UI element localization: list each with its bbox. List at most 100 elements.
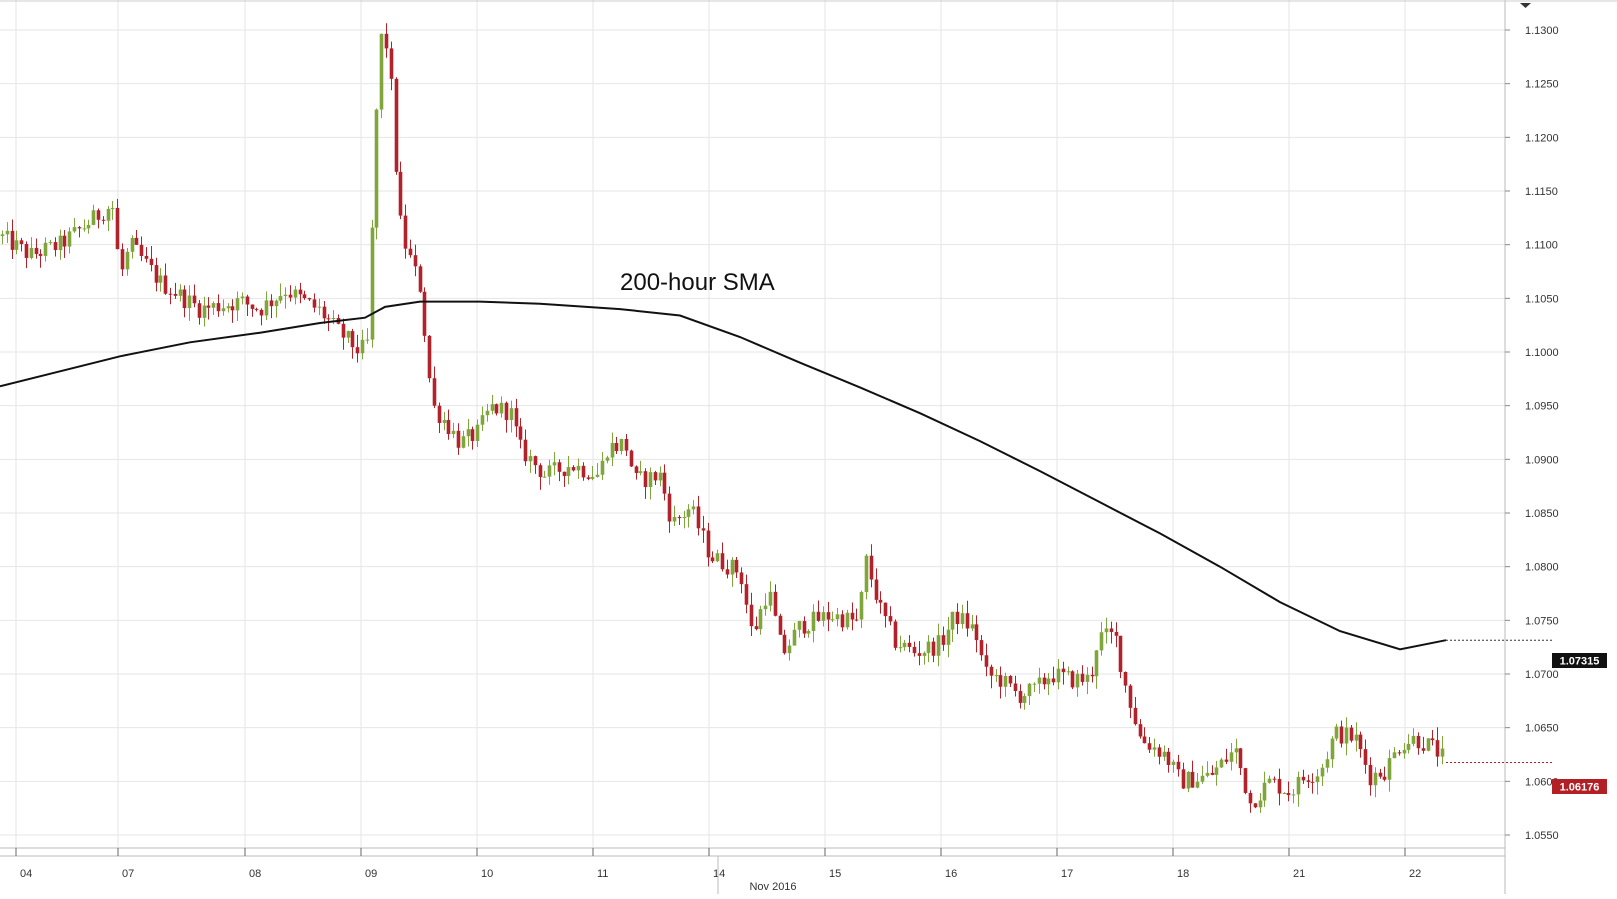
candle-body [739, 572, 744, 585]
candle-body [1046, 678, 1051, 685]
candle-body [1373, 772, 1378, 786]
candle-body [682, 516, 687, 519]
candle-body [965, 613, 970, 629]
candle-body [802, 621, 807, 634]
candle-body [394, 78, 399, 172]
candle-body [850, 612, 855, 620]
candle-body [1330, 738, 1335, 760]
y-tick-label: 1.1050 [1525, 293, 1559, 305]
candle-body [154, 265, 159, 283]
candle-body [235, 298, 240, 311]
candle-body [893, 621, 898, 648]
candle-body [326, 318, 331, 320]
candle-body [595, 474, 600, 477]
candle-body [1248, 792, 1253, 804]
candle-body [149, 258, 154, 266]
candle-body [278, 296, 283, 301]
candle-body [1133, 707, 1138, 725]
candle-body [485, 410, 490, 416]
candle-body [586, 477, 591, 479]
y-tick-label: 1.0700 [1525, 669, 1559, 681]
candle-body [437, 405, 442, 423]
candle-body [1166, 751, 1171, 765]
candle-body [1162, 751, 1167, 757]
candle-body [384, 33, 389, 49]
candle-body [1358, 734, 1363, 750]
candle-body [62, 235, 67, 247]
month-label: Nov 2016 [749, 881, 796, 893]
candle-body [1421, 748, 1426, 751]
candle-body [1282, 793, 1287, 795]
candle-body [1171, 761, 1176, 765]
candle-body [307, 298, 312, 300]
candle-body [101, 219, 106, 221]
sma-line [0, 300, 1447, 651]
candle-body [638, 471, 643, 473]
candle-body [658, 472, 663, 481]
candle-body [466, 429, 471, 437]
candle-body [970, 624, 975, 629]
candle-body [456, 430, 461, 448]
candle-body [1310, 781, 1315, 783]
candle-body [1406, 743, 1411, 750]
candle-body [173, 293, 178, 296]
candle-body [475, 424, 480, 441]
y-tick-label: 1.0800 [1525, 562, 1559, 574]
candle-body [1234, 748, 1239, 753]
candle-body [974, 624, 979, 641]
candle-body [504, 402, 509, 420]
candle-body [48, 242, 53, 244]
candle-body [864, 555, 869, 592]
candle-body [888, 616, 893, 622]
candle-body [480, 415, 485, 425]
candle-body [1186, 771, 1191, 789]
candle-body [749, 604, 754, 627]
y-tick-label: 1.1200 [1525, 132, 1559, 144]
candle-body [1003, 675, 1008, 687]
candle-body [590, 476, 595, 479]
candle-body [1382, 776, 1387, 780]
candle-body [782, 634, 787, 654]
candle-body [624, 438, 629, 451]
candle-body [917, 653, 922, 656]
candle-body [720, 553, 725, 570]
candle-body [926, 641, 931, 653]
candle-body [274, 300, 279, 307]
candle-body [898, 647, 903, 649]
candle-body [1363, 749, 1368, 765]
candle-body [1253, 803, 1258, 808]
candle-body [1243, 768, 1248, 793]
candle-body [922, 652, 927, 656]
candle-body [1229, 752, 1234, 762]
candle-body [442, 420, 447, 423]
candle-body [1262, 782, 1267, 801]
candle-body [931, 641, 936, 656]
y-tick-label: 1.1250 [1525, 79, 1559, 91]
y-tick-label: 1.1000 [1525, 347, 1559, 359]
last-price-badge [1552, 779, 1607, 794]
candle-body [1325, 759, 1330, 768]
candle-body [744, 584, 749, 605]
candle-body [1056, 668, 1061, 683]
candle-body [672, 516, 677, 522]
x-date-label: 11 [597, 868, 608, 880]
candle-body [1051, 678, 1056, 683]
candle-body [581, 465, 586, 478]
candle-body [230, 306, 235, 311]
candle-body [408, 248, 413, 256]
candle-body [715, 553, 720, 562]
candle-body [1037, 677, 1042, 684]
candle-body [542, 476, 547, 478]
candle-body [1128, 685, 1133, 708]
candle-body [1008, 675, 1013, 684]
candle-body [523, 439, 528, 462]
candle-body [984, 655, 989, 667]
candle-body [91, 210, 96, 225]
candle-body [1219, 759, 1224, 768]
dropdown-triangle-icon[interactable] [1520, 3, 1531, 8]
x-date-label: 22 [1409, 868, 1421, 880]
candle-body [1426, 738, 1431, 751]
candle-body [202, 305, 207, 318]
candle-body [614, 443, 619, 452]
sma-value-badge [1552, 653, 1607, 668]
